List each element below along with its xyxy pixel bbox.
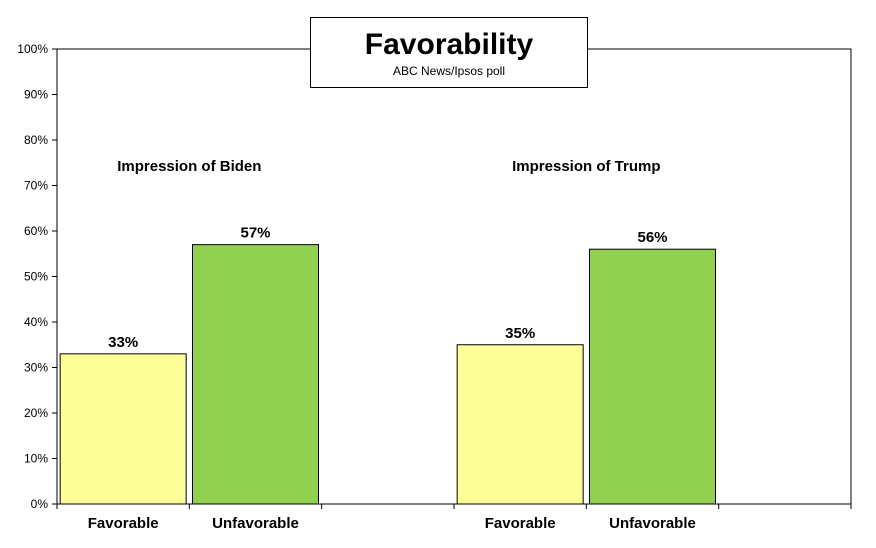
y-tick-label: 20% [24, 406, 48, 420]
y-tick-label: 10% [24, 452, 48, 466]
category-label: Unfavorable [609, 515, 696, 532]
y-tick-label: 0% [31, 497, 49, 511]
data-label: 56% [637, 229, 667, 246]
data-label: 35% [505, 325, 535, 342]
data-label: 33% [108, 334, 138, 351]
x-axis: Favorable Unfavorable Favorable Unfavorable [56, 504, 852, 532]
y-tick-label: 40% [24, 315, 48, 329]
bar-unfavorable [192, 244, 319, 505]
chart-title: Favorability [364, 28, 534, 61]
bars [59, 244, 716, 505]
category-label: Unfavorable [212, 515, 299, 532]
chart-subtitle: ABC News/Ipsos poll [392, 64, 506, 78]
bar-favorable [59, 353, 187, 505]
y-tick-label: 50% [24, 270, 48, 284]
category-label: Favorable [485, 515, 556, 532]
bar-unfavorable [589, 248, 716, 505]
chart-title-box: Favorability ABC News/Ipsos poll [310, 17, 588, 88]
group-label: Impression of Biden [117, 158, 261, 175]
category-label: Favorable [88, 515, 159, 532]
y-tick-label: 30% [24, 361, 48, 375]
y-tick-label: 60% [24, 224, 48, 238]
y-axis: 0% 10% 20% 30% 40% 50% 60% 70% 80% 90% 100% [17, 42, 57, 511]
y-tick-label: 90% [24, 88, 48, 102]
bar-favorable [456, 344, 584, 505]
y-tick-label: 100% [17, 42, 48, 56]
y-tick-label: 70% [24, 179, 48, 193]
labels: Impression of Biden 33% 57% Impression of T… [108, 158, 667, 351]
group-label: Impression of Trump [512, 158, 660, 175]
y-tick-label: 80% [24, 133, 48, 147]
data-label: 57% [240, 225, 270, 242]
